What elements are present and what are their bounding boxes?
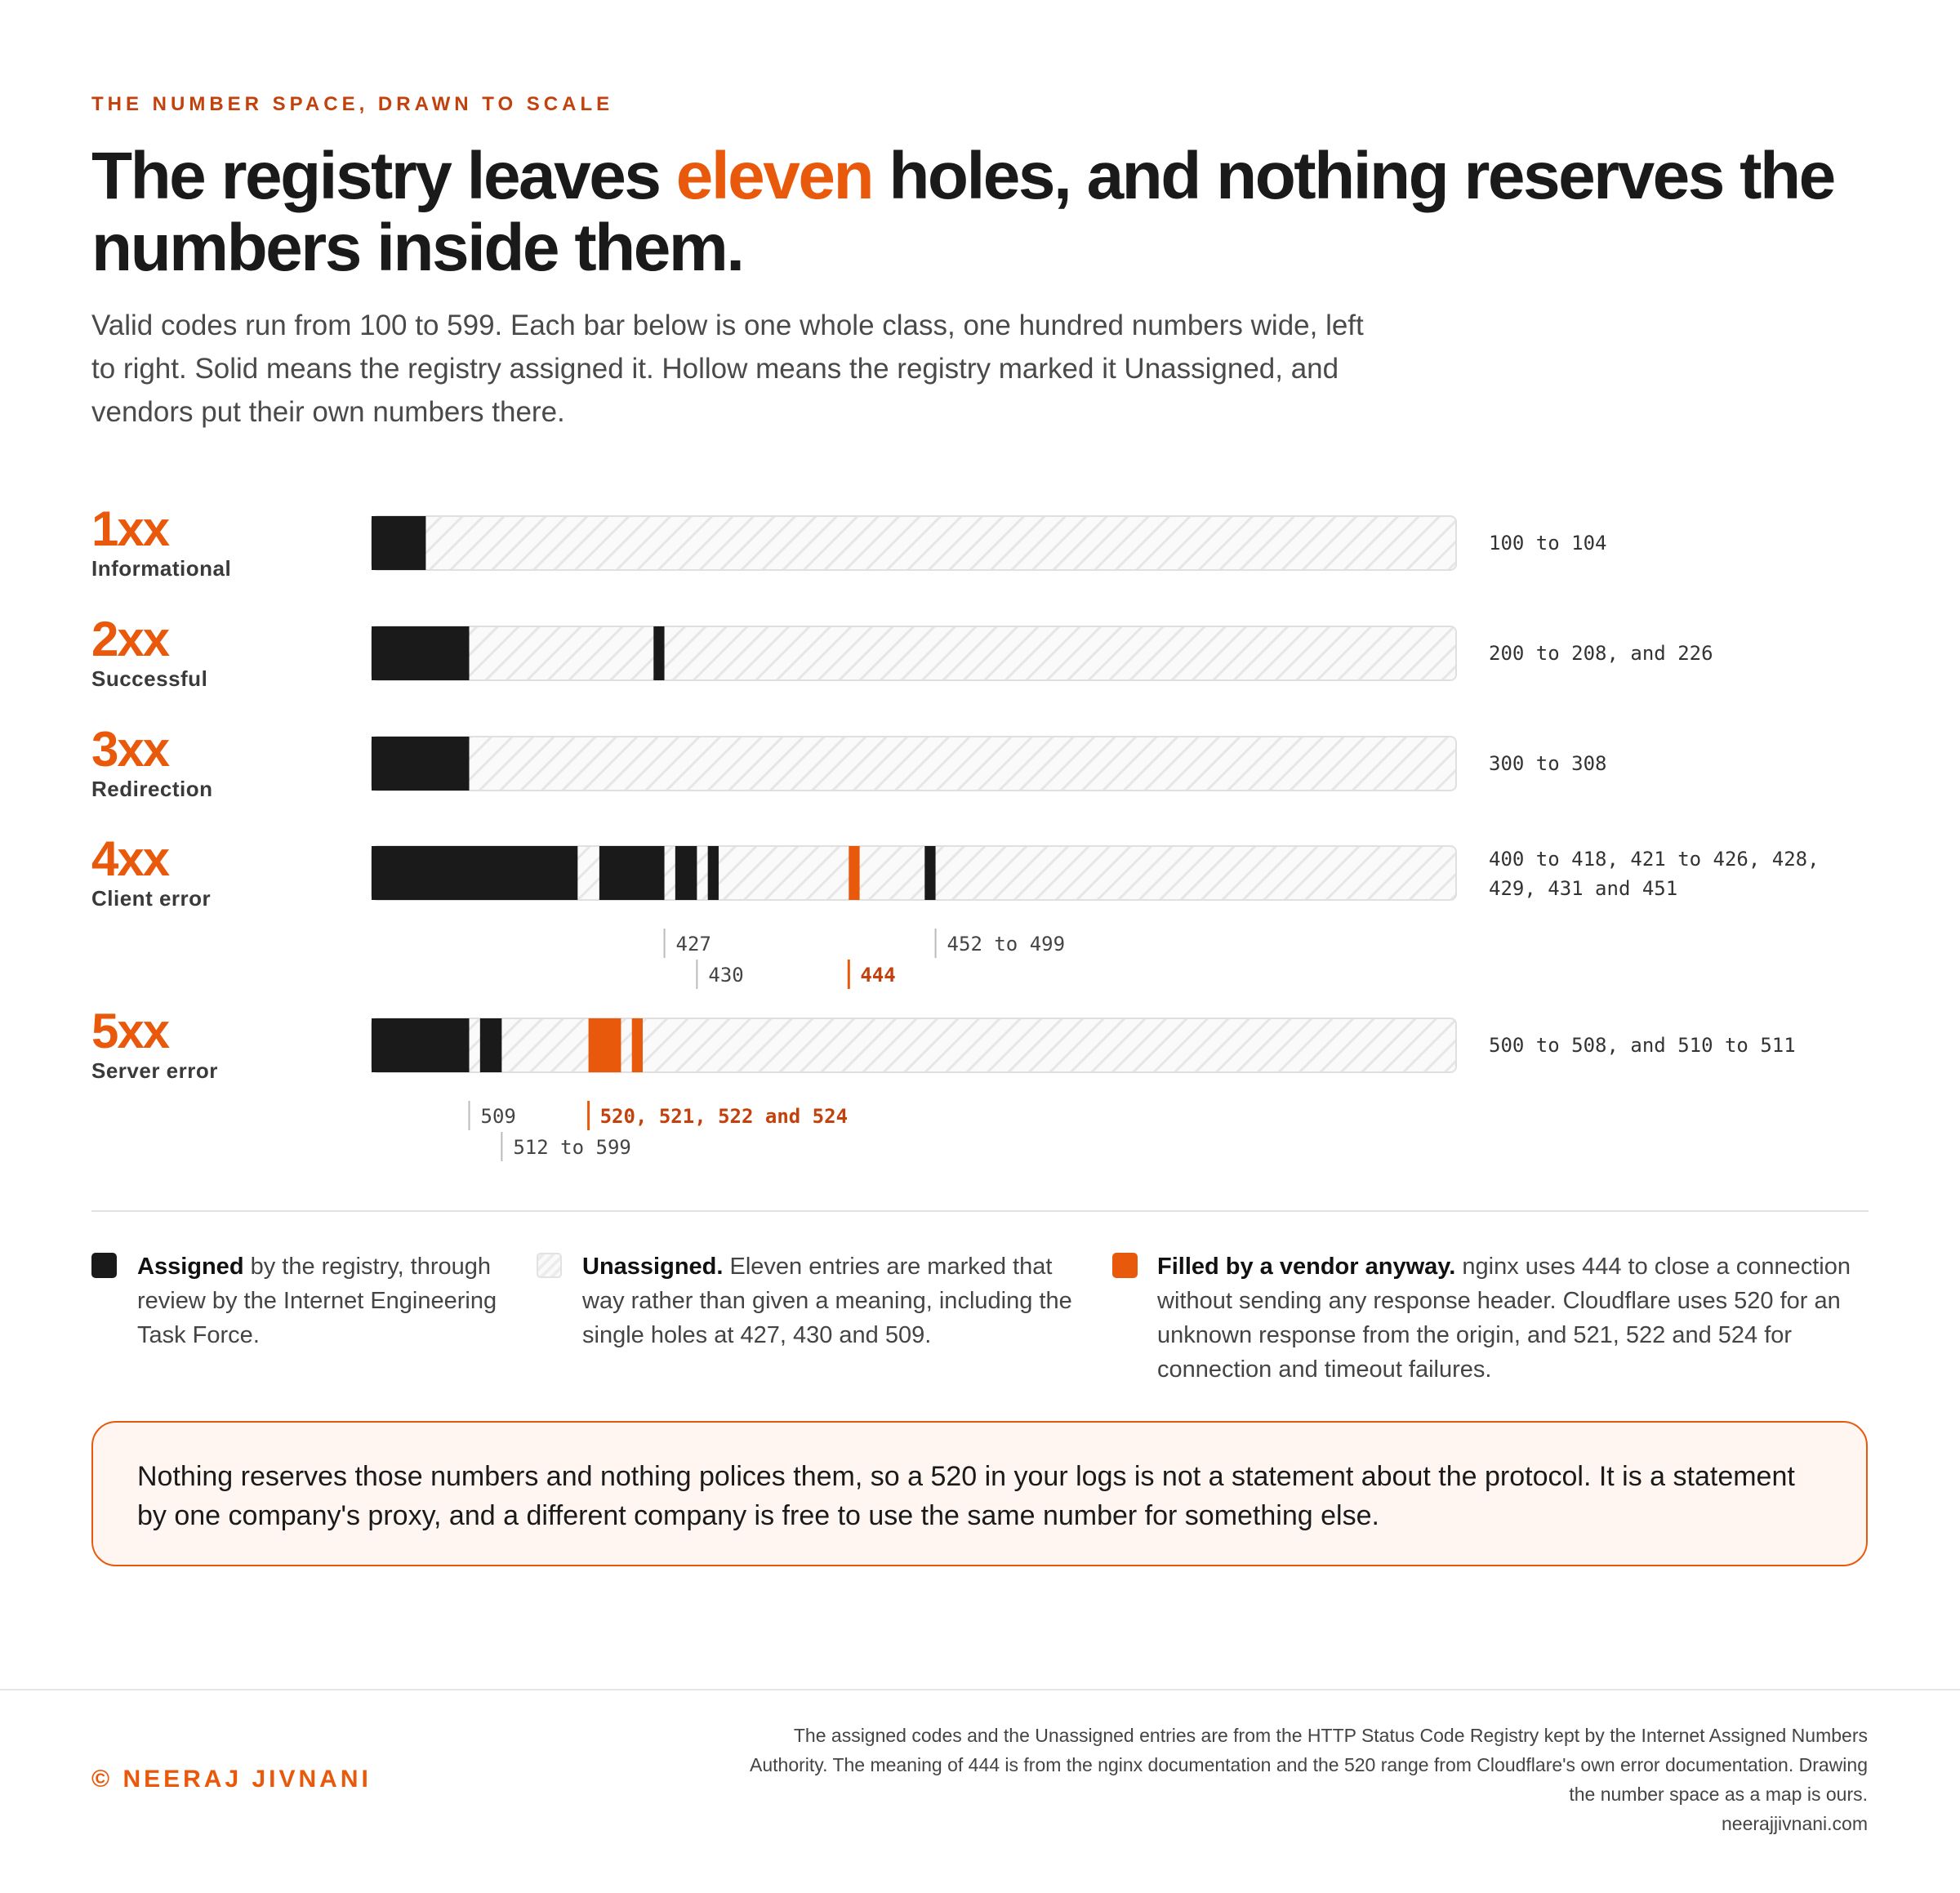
title-part: holes, and nothing reserves the numbers …: [91, 139, 1836, 285]
legend-text: nginx uses 444 to close a connection wit…: [1157, 1254, 1851, 1383]
segment-assigned: [653, 626, 665, 680]
class-name: 5xx: [91, 1004, 170, 1058]
segment-vendor: [849, 846, 860, 900]
class-summary: 300 to 308: [1489, 752, 1607, 775]
author: © NEERAJ JIVNANI: [91, 1766, 372, 1793]
segment-vendor: [588, 1018, 621, 1072]
class-name: 1xx: [91, 501, 170, 556]
title-part: The registry leaves: [91, 139, 676, 213]
class-summary: 500 to 508, and 510 to 511: [1489, 1034, 1796, 1057]
class-description: Redirection: [91, 777, 213, 801]
legend-item: Unassigned. Eleven entries are marked th…: [582, 1249, 1089, 1352]
segment-vendor: [631, 1018, 643, 1072]
segment-assigned: [372, 1018, 470, 1072]
legend-text: Eleven entries are marked that way rathe…: [582, 1254, 1072, 1348]
segment-assigned: [924, 846, 936, 900]
legend-item: Assigned by the registry, through review…: [137, 1249, 521, 1352]
class-description: Successful: [91, 666, 207, 691]
source-text: The assigned codes and the Unassigned en…: [750, 1725, 1868, 1805]
segment-assigned: [479, 1018, 502, 1072]
class-bar: [371, 736, 1457, 791]
segment-assigned: [372, 626, 470, 680]
class-name: 2xx: [91, 612, 170, 666]
class-name: 3xx: [91, 722, 170, 777]
note-label: 512 to 599: [513, 1136, 631, 1159]
class-bar: [371, 515, 1457, 571]
note-label: 427: [676, 933, 711, 955]
class-bar: [371, 1018, 1457, 1073]
kicker: THE NUMBER SPACE, DRAWN TO SCALE: [91, 93, 614, 115]
source-url: neerajjivnani.com: [1722, 1813, 1868, 1834]
legend-swatch-vendor: [1112, 1253, 1138, 1278]
note-label: 452 to 499: [947, 933, 1066, 955]
segment-assigned: [707, 846, 719, 900]
class-summary: 100 to 104: [1489, 532, 1607, 555]
footer-divider: [0, 1689, 1960, 1690]
divider: [91, 1210, 1869, 1212]
class-summary-box: 500 to 508, and 510 to 511: [1489, 1034, 1796, 1057]
legend-swatch-unassigned: [537, 1253, 562, 1278]
note-label: 444: [860, 964, 895, 987]
legend-swatch-assigned: [91, 1253, 117, 1278]
segment-assigned: [599, 846, 665, 900]
class-summary: 200 to 208, and 226: [1489, 642, 1713, 665]
legend-lead: Filled by a vendor anyway.: [1157, 1254, 1456, 1280]
class-description: Informational: [91, 556, 231, 581]
class-summary: 400 to 418, 421 to 426, 428, 429, 431 an…: [1489, 848, 1820, 900]
legend-lead: Unassigned.: [582, 1254, 724, 1280]
legend-item: Filled by a vendor anyway. nginx uses 44…: [1157, 1249, 1876, 1387]
class-summary-box: 200 to 208, and 226: [1489, 642, 1713, 665]
note-label: 520, 521, 522 and 524: [600, 1105, 848, 1128]
note-label: 509: [481, 1105, 516, 1128]
class-summary-box: 300 to 308: [1489, 752, 1607, 775]
legend-lead: Assigned: [137, 1254, 244, 1280]
subtitle: Valid codes run from 100 to 599. Each ba…: [91, 310, 1364, 428]
source-note: The assigned codes and the Unassigned en…: [724, 1721, 1868, 1838]
segment-assigned: [372, 737, 470, 791]
note-label: 430: [708, 964, 743, 987]
segment-assigned: [675, 846, 697, 900]
segment-assigned: [372, 846, 578, 900]
class-description: Server error: [91, 1058, 218, 1083]
callout: Nothing reserves those numbers and nothi…: [91, 1421, 1868, 1566]
class-name: 4xx: [91, 831, 170, 886]
title: The registry leaves eleven holes, and no…: [91, 140, 1888, 284]
class-summary-box: 100 to 104: [1489, 532, 1607, 555]
class-description: Client error: [91, 886, 211, 911]
title-highlight: eleven: [675, 139, 875, 213]
segment-assigned: [372, 516, 426, 570]
class-summary-box: 400 to 418, 421 to 426, 428, 429, 431 an…: [1489, 848, 1820, 900]
class-bar: [371, 626, 1457, 681]
legend-text: by the registry, through review by the I…: [137, 1254, 497, 1348]
